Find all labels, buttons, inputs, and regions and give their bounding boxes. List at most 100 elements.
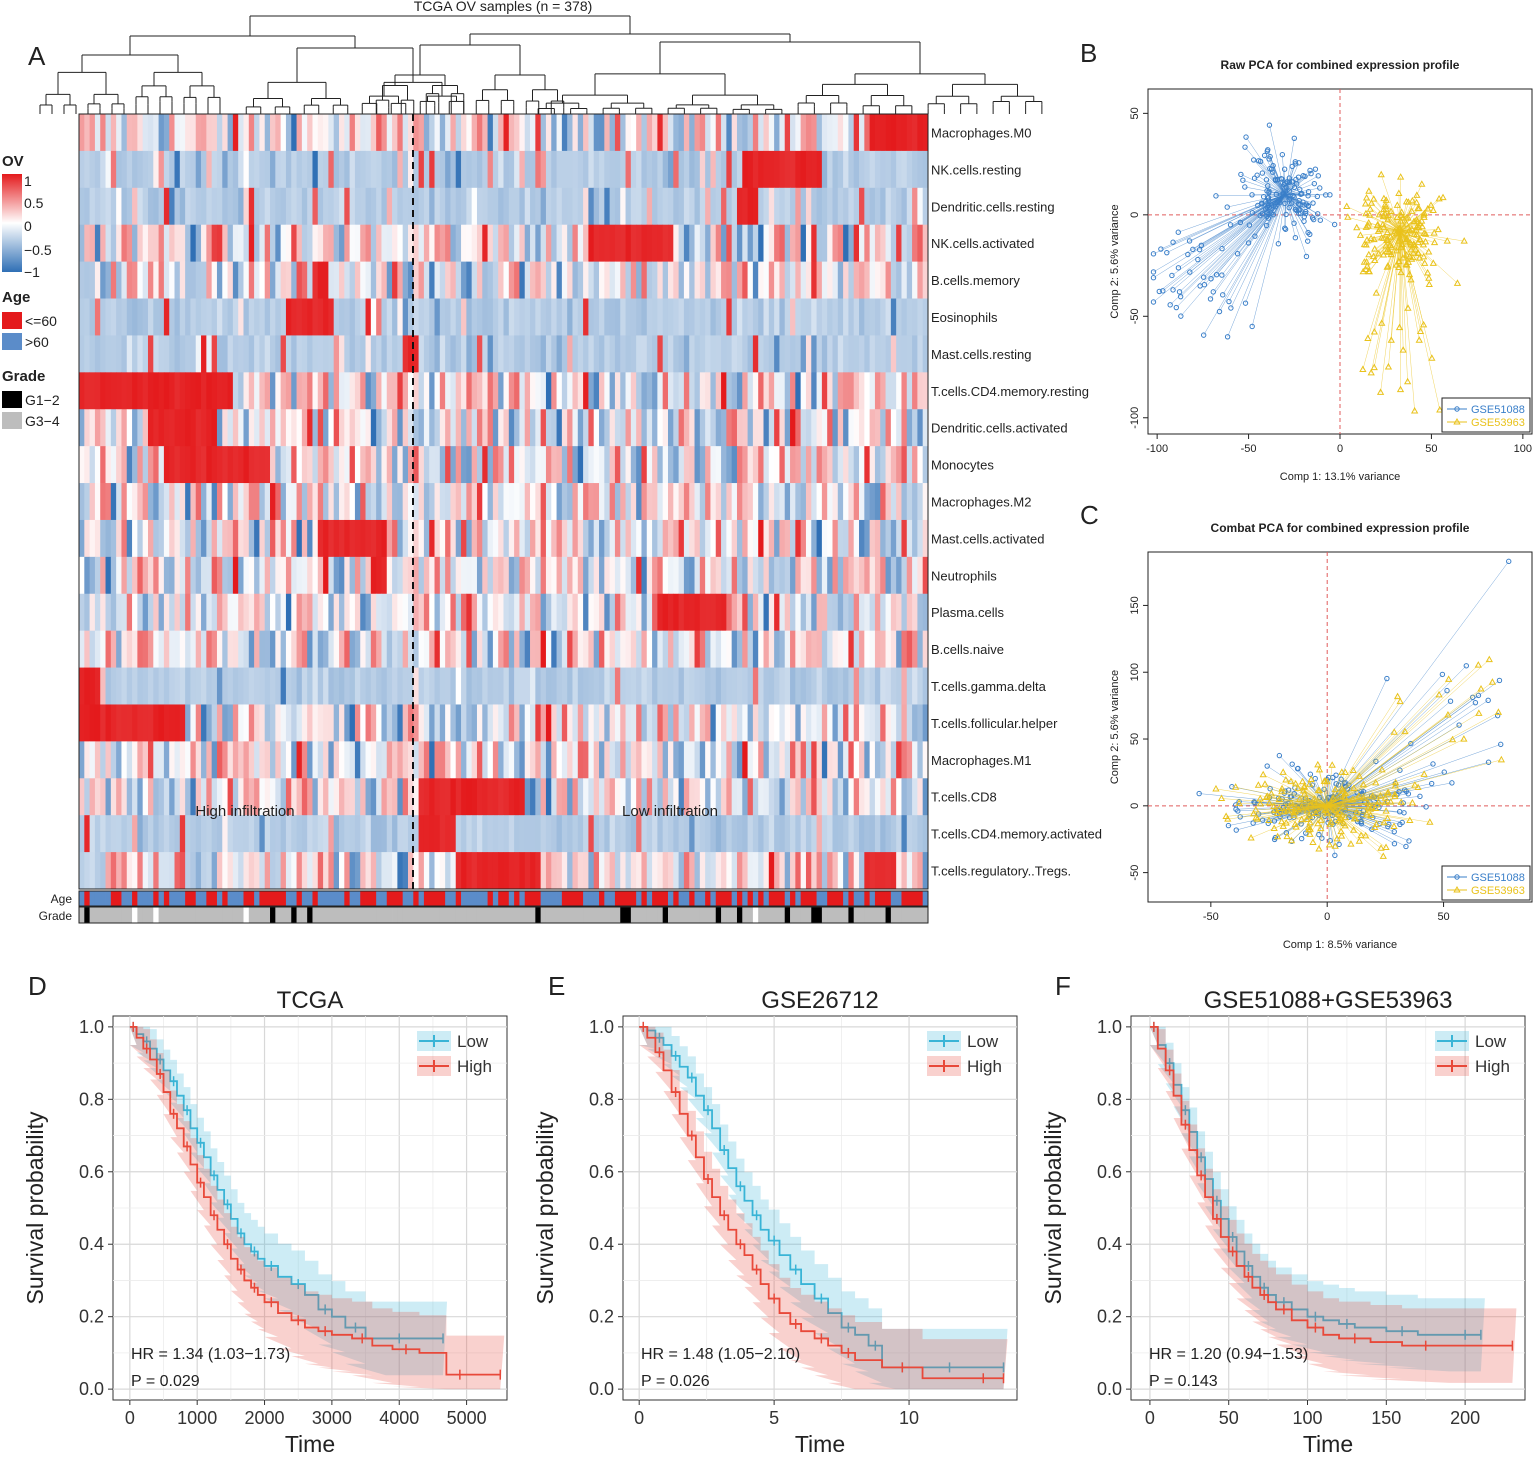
heatmap-cell — [344, 778, 351, 816]
annotation-grade-cell — [848, 907, 855, 923]
pca-point — [1365, 267, 1374, 275]
heatmap-cell — [482, 630, 488, 668]
heatmap-cell — [657, 852, 664, 890]
heatmap-cell — [901, 593, 908, 632]
heatmap-cell — [407, 372, 414, 410]
heatmap-cell — [434, 261, 441, 299]
heatmap-cell — [609, 778, 616, 816]
heatmap-cell — [652, 187, 658, 226]
heatmap-cell — [461, 483, 467, 521]
annotation-grade-cell — [227, 907, 234, 923]
heatmap-cell — [869, 852, 876, 890]
heatmap-cell — [153, 114, 159, 152]
heatmap-cell — [397, 298, 404, 336]
heatmap-cell — [890, 667, 897, 705]
heatmap-cell — [614, 114, 621, 152]
heatmap-cell — [482, 261, 488, 299]
heatmap-cell — [158, 741, 165, 779]
heatmap-cell — [774, 409, 780, 447]
heatmap-cell — [736, 224, 743, 263]
heatmap-cell — [609, 667, 616, 705]
heatmap-cell — [694, 335, 701, 373]
heatmap-cell — [604, 815, 611, 853]
heatmap-cell — [201, 630, 207, 668]
heatmap-cell — [285, 667, 292, 705]
annotation-age-cell — [185, 891, 191, 906]
annotation-grade-cell — [694, 907, 701, 923]
annotation-grade-cell — [577, 907, 584, 923]
legend-ov-tick: −0.5 — [24, 242, 52, 258]
pca-point — [1401, 237, 1410, 245]
heatmap-cell — [100, 409, 106, 447]
heatmap-cell — [153, 519, 159, 558]
heatmap-cell — [402, 372, 409, 410]
pca-point — [1274, 176, 1281, 183]
heatmap-cell — [445, 150, 451, 189]
pca-point — [1257, 158, 1264, 165]
heatmap-cell — [434, 150, 441, 189]
heatmap-cell — [434, 372, 441, 410]
heatmap-cell — [901, 704, 908, 742]
heatmap-cell — [317, 852, 324, 890]
heatmap-cell — [339, 150, 345, 189]
heatmap-cell — [853, 667, 860, 705]
heatmap-cell — [227, 556, 234, 595]
heatmap-cell — [795, 630, 802, 668]
heatmap-cell — [195, 409, 202, 447]
heatmap-cell — [264, 778, 271, 816]
heatmap-cell — [800, 593, 807, 632]
heatmap-cell — [147, 298, 154, 336]
heatmap-cell — [694, 187, 701, 226]
heatmap-cell — [216, 483, 223, 521]
heatmap-cell — [593, 630, 600, 668]
heatmap-cell — [630, 187, 637, 226]
heatmap-cell — [439, 519, 446, 558]
heatmap-cell — [285, 593, 292, 632]
heatmap-cell — [890, 483, 897, 521]
heatmap-cell — [567, 852, 573, 890]
heatmap-cell — [524, 483, 531, 521]
heatmap-cell — [811, 114, 817, 152]
heatmap-cell — [556, 519, 563, 558]
annotation-grade-cell — [583, 907, 589, 923]
heatmap-cell — [795, 483, 802, 521]
heatmap-cell — [137, 815, 144, 853]
annotation-age-cell — [705, 891, 711, 906]
heatmap-cell — [837, 114, 844, 152]
heatmap-cell — [551, 298, 557, 336]
heatmap-cell — [577, 593, 584, 632]
heatmap-cell — [657, 446, 664, 484]
pca-point — [1453, 279, 1462, 286]
heatmap-cell — [413, 150, 419, 189]
heatmap-cell — [222, 741, 228, 779]
annotation-age-cell — [222, 891, 228, 906]
heatmap-cell — [880, 593, 886, 632]
annotation-age-cell — [577, 891, 584, 906]
heatmap-cell — [784, 741, 791, 779]
heatmap-cell — [864, 667, 871, 705]
heatmap-cell — [747, 150, 754, 189]
heatmap-cell — [471, 187, 478, 226]
annotation-grade-cell — [731, 907, 738, 923]
heatmap-cell — [604, 556, 611, 595]
heatmap-cell — [625, 815, 632, 853]
heatmap-cell — [667, 483, 674, 521]
heatmap-cell — [466, 593, 473, 632]
heatmap-cell — [487, 483, 494, 521]
heatmap-cell — [169, 630, 175, 668]
heatmap-cell — [232, 704, 239, 742]
heatmap-cell — [848, 114, 855, 152]
heatmap-cell — [137, 741, 144, 779]
pca-point — [1150, 299, 1157, 305]
heatmap-cell — [201, 852, 207, 890]
heatmap-cell — [482, 224, 488, 263]
heatmap-cell — [206, 630, 213, 668]
heatmap-cell — [805, 483, 812, 521]
heatmap-cell — [657, 519, 664, 558]
heatmap-cell — [147, 483, 154, 521]
heatmap-cell — [392, 224, 398, 263]
annotation-grade-cell — [710, 907, 717, 923]
legend-ov-tick: 1 — [24, 173, 32, 189]
heatmap-cell — [604, 187, 611, 226]
heatmap-cell — [248, 556, 255, 595]
